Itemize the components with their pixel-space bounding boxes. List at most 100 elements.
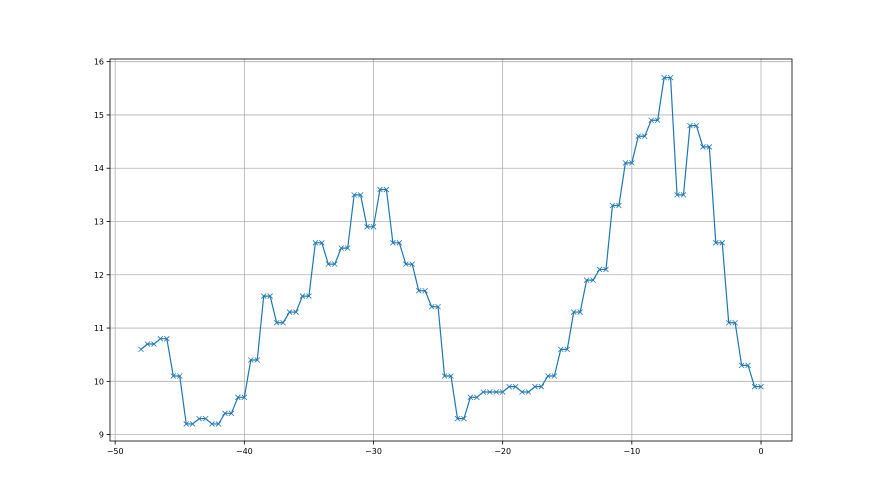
data-point-marker <box>719 240 726 246</box>
x-tick-label: −30 <box>365 447 382 456</box>
data-point-marker <box>422 287 428 294</box>
data-point-marker <box>319 240 325 246</box>
data-point-marker <box>661 74 667 81</box>
data-point-marker <box>493 389 499 395</box>
data-point-marker <box>441 373 448 379</box>
data-point-marker <box>144 341 151 347</box>
x-tick-label: 0 <box>758 447 763 456</box>
data-point-marker <box>409 261 416 267</box>
data-point-marker <box>403 261 409 267</box>
data-point-marker <box>312 240 319 246</box>
data-point-marker <box>654 117 661 124</box>
grid <box>110 59 792 441</box>
data-point-marker <box>435 303 441 310</box>
data-point-marker <box>596 266 603 273</box>
data-point-marker <box>273 319 280 326</box>
plot-frame <box>109 58 793 442</box>
data-point-marker <box>570 309 577 315</box>
data-point-marker <box>286 309 293 315</box>
data-point-marker <box>551 373 558 379</box>
data-point-marker <box>344 245 351 251</box>
data-point-marker <box>248 357 254 363</box>
data-point-marker <box>383 186 390 193</box>
data-point-marker <box>280 319 286 326</box>
data-point-marker <box>751 383 758 390</box>
data-point-marker <box>215 421 222 427</box>
data-point-marker <box>641 133 648 140</box>
data-point-marker <box>577 309 583 315</box>
data-point-marker <box>545 373 551 379</box>
data-point-marker <box>616 202 622 209</box>
y-tick-label: 11 <box>94 324 104 333</box>
data-point-marker <box>745 362 751 369</box>
data-point-marker <box>461 415 467 422</box>
data-point-marker <box>622 160 629 166</box>
data-point-marker <box>519 389 525 395</box>
data-point-marker <box>170 373 177 379</box>
data-point-marker <box>609 202 616 209</box>
data-point-marker <box>687 122 693 129</box>
y-tick-label: 14 <box>94 164 104 173</box>
data-point-marker <box>325 261 332 267</box>
y-tick-label: 12 <box>94 271 104 280</box>
data-point-marker <box>564 346 571 353</box>
data-point-marker <box>603 266 609 273</box>
data-point-marker <box>732 319 738 326</box>
data-point-marker <box>499 389 506 395</box>
data-point-marker <box>512 383 519 390</box>
data-point-marker <box>331 261 338 267</box>
y-tick-label: 13 <box>94 217 104 226</box>
series-line <box>138 74 764 427</box>
data-point-marker <box>706 144 713 150</box>
data-point-marker <box>738 362 745 369</box>
data-point-marker <box>260 293 267 299</box>
data-point-marker <box>629 160 635 166</box>
x-tick-label: −40 <box>236 447 253 456</box>
data-point-marker <box>235 394 241 401</box>
data-point-marker <box>157 335 164 342</box>
data-point-marker <box>558 346 564 353</box>
data-point-marker <box>196 415 202 422</box>
x-tick-label: −20 <box>494 447 511 456</box>
data-point-marker <box>338 245 344 251</box>
data-point-marker <box>674 192 680 198</box>
data-point-marker <box>377 186 383 193</box>
data-point-marker <box>364 224 370 230</box>
data-point-marker <box>583 277 590 283</box>
data-point-marker <box>532 383 538 390</box>
data-point-marker <box>396 240 403 246</box>
data-point-marker <box>151 341 157 347</box>
y-tick-label: 16 <box>94 58 104 67</box>
data-point-marker <box>415 287 422 294</box>
data-point-marker <box>590 277 596 283</box>
data-point-marker <box>693 122 700 129</box>
data-point-marker <box>138 346 144 353</box>
data-point-marker <box>228 410 235 417</box>
data-point-marker <box>222 410 228 417</box>
data-point-marker <box>448 373 454 379</box>
data-point-marker <box>351 192 357 198</box>
data-point-marker <box>299 293 306 299</box>
data-point-marker <box>680 192 687 198</box>
data-point-marker <box>758 383 764 390</box>
data-point-marker <box>713 240 719 246</box>
x-tick-label: −10 <box>623 447 640 456</box>
data-point-marker <box>254 357 261 363</box>
data-point-marker <box>667 74 674 81</box>
data-point-marker <box>428 303 435 310</box>
data-point-marker <box>370 224 377 230</box>
data-point-marker <box>474 394 480 401</box>
axis-ticks: −50 −40 −30 −20 −10 0 9 10 11 12 13 14 15 16 <box>94 58 764 456</box>
data-point-marker <box>635 133 642 140</box>
data-point-marker <box>293 309 299 315</box>
data-point-marker <box>209 421 215 427</box>
y-tick-label: 10 <box>94 377 104 386</box>
data-point-marker <box>506 383 512 390</box>
y-tick-label: 15 <box>94 111 104 120</box>
y-tick-label: 9 <box>99 431 104 440</box>
data-line <box>140 77 761 425</box>
data-point-marker <box>267 293 273 299</box>
data-point-marker <box>183 421 189 427</box>
data-point-marker <box>648 117 654 124</box>
